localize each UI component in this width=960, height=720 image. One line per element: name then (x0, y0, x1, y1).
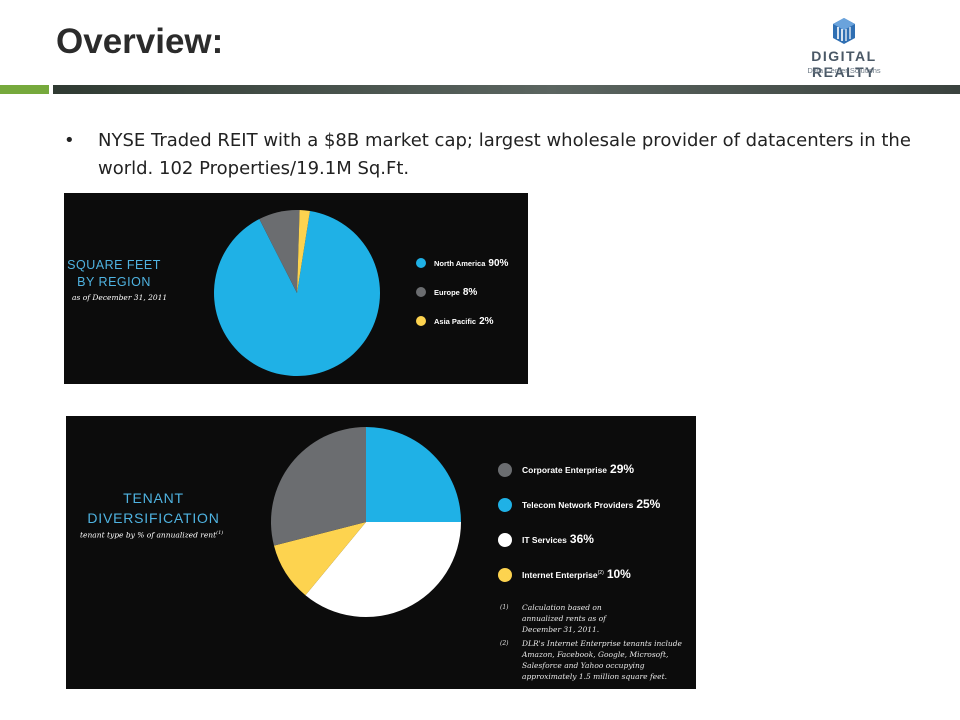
chart2-legend-label-internet-enterprise: Internet Enterprise(2) 10% (522, 567, 631, 581)
logo-tagline: Data Center Solutions (807, 66, 881, 75)
chart1-legend-marker-europe (416, 287, 426, 297)
tenant-diversification-chart: TENANT DIVERSIFICATION tenant type by % … (66, 416, 696, 689)
chart2-subtitle-note: (1) (216, 530, 224, 536)
chart1-slice-asia-pacific (297, 210, 310, 293)
footnote-1-mark: (1) (500, 604, 509, 611)
bullet-text: NYSE Traded REIT with a $8B market cap; … (98, 130, 911, 179)
chart2-legend-label-it-services: IT Services 36% (522, 532, 594, 546)
logo-name: DIGITAL REALTY (811, 48, 877, 80)
logo-mark-icon (833, 18, 855, 44)
chart2-subtitle: tenant type by % of annualized rent(1) (80, 530, 223, 540)
footnote-2: (2) DLR's Internet Enterprise tenants in… (500, 638, 690, 682)
chart2-slice-telecom-network-providers (366, 427, 461, 522)
chart2-legend-marker-corporate-enterprise (498, 463, 512, 477)
chart2-slice-corporate-enterprise (270, 427, 366, 546)
chart1-svg: North America 90% Europe 8% Asia Pacific 2% (214, 209, 509, 377)
chart1-legend-marker-asia-pacific (416, 316, 426, 326)
overview-bullet: • NYSE Traded REIT with a $8B market cap… (64, 127, 924, 183)
chart1-legend-marker-north-america (416, 258, 426, 268)
chart2-legend-label-telecom-network-providers: Telecom Network Providers 25% (522, 497, 661, 511)
chart2-legend-marker-internet-enterprise (498, 568, 512, 582)
footnote-1: (1) Calculation based on annualized rent… (500, 602, 690, 635)
chart2-slice-it-services (305, 522, 461, 618)
chart2-title: TENANT DIVERSIFICATION (87, 490, 220, 526)
chart2-legend-label-corporate-enterprise: Corporate Enterprise 29% (522, 462, 634, 476)
square-feet-by-region-chart: SQUARE FEET BY REGION as of December 31,… (64, 193, 528, 384)
chart2-slice-internet-enterprise (273, 522, 366, 596)
chart1-legend-label-north-america: North America 90% (434, 258, 509, 269)
chart1-slice-north-america (214, 211, 381, 377)
bullet-marker: • (64, 130, 75, 151)
footnote-2-text: DLR's Internet Enterprise tenants includ… (522, 639, 682, 681)
chart2-subtitle-text: tenant type by % of annualized rent (80, 530, 217, 540)
chart1-legend-label-asia-pacific: Asia Pacific 2% (434, 316, 494, 327)
chart1-subtitle: as of December 31, 2011 (72, 293, 168, 302)
header-accent-bar (0, 85, 49, 94)
footnote-2-mark: (2) (500, 640, 509, 647)
company-logo: DIGITAL REALTY Data Center Solutions (778, 18, 910, 80)
footnote-1-text: Calculation based on annualized rents as… (522, 603, 606, 634)
page-title: Overview: (56, 22, 224, 61)
chart2-legend-marker-telecom-network-providers (498, 498, 512, 512)
chart1-slice-europe (259, 209, 300, 293)
chart1-title: SQUARE FEET BY REGION (67, 258, 161, 289)
chart2-svg: Corporate Enterprise 29% Telecom Network P… (270, 427, 661, 618)
header-divider-bar (53, 85, 960, 94)
chart2-legend-marker-it-services (498, 533, 512, 547)
chart1-legend-label-europe: Europe 8% (434, 287, 477, 298)
